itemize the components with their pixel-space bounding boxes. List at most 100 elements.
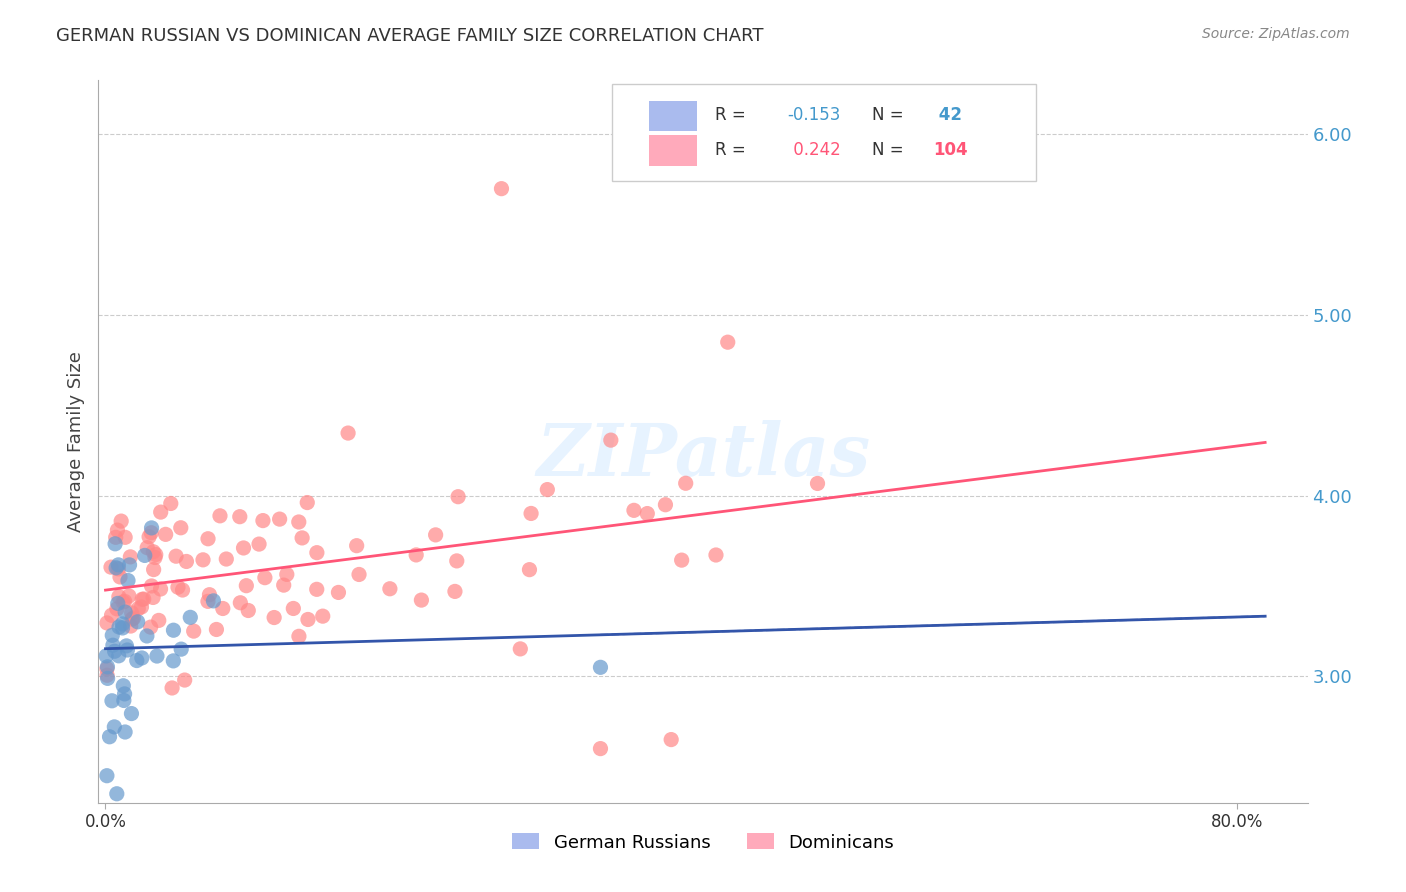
Y-axis label: Average Family Size: Average Family Size bbox=[66, 351, 84, 532]
Point bbox=[98, 730, 121, 744]
Point bbox=[148, 614, 170, 628]
Point bbox=[160, 681, 183, 695]
Point bbox=[170, 521, 193, 535]
Point bbox=[378, 582, 401, 596]
Point bbox=[105, 561, 128, 575]
Point bbox=[121, 606, 143, 620]
Point bbox=[252, 514, 274, 528]
Point bbox=[105, 787, 128, 801]
Point bbox=[191, 553, 214, 567]
Point bbox=[125, 654, 148, 668]
Point bbox=[636, 507, 658, 521]
Point bbox=[96, 662, 118, 676]
Point bbox=[118, 558, 141, 572]
Point bbox=[312, 609, 335, 624]
Point bbox=[297, 612, 319, 626]
Point bbox=[444, 584, 467, 599]
Point bbox=[120, 706, 142, 721]
Point bbox=[114, 530, 136, 544]
Point bbox=[131, 592, 153, 607]
Text: GERMAN RUSSIAN VS DOMINICAN AVERAGE FAMILY SIZE CORRELATION CHART: GERMAN RUSSIAN VS DOMINICAN AVERAGE FAMI… bbox=[56, 27, 763, 45]
Point bbox=[162, 654, 184, 668]
Point bbox=[111, 621, 134, 635]
Point bbox=[509, 641, 531, 656]
Point bbox=[97, 672, 120, 686]
Point bbox=[139, 620, 162, 634]
Point bbox=[117, 574, 139, 588]
Point bbox=[273, 578, 295, 592]
Point bbox=[141, 579, 163, 593]
Point bbox=[405, 548, 427, 562]
Point bbox=[127, 601, 149, 615]
Point bbox=[346, 539, 368, 553]
Point bbox=[114, 605, 136, 619]
Text: 42: 42 bbox=[932, 106, 962, 124]
Point bbox=[205, 623, 228, 637]
Point bbox=[671, 553, 693, 567]
Point bbox=[491, 181, 513, 195]
Point bbox=[519, 563, 541, 577]
Point bbox=[142, 591, 165, 605]
Point bbox=[155, 527, 177, 541]
Point bbox=[238, 603, 260, 617]
Point bbox=[149, 505, 172, 519]
Point bbox=[623, 503, 645, 517]
Point bbox=[337, 425, 360, 440]
Point bbox=[589, 660, 612, 674]
Bar bbox=[648, 136, 697, 166]
Point bbox=[96, 660, 118, 674]
Point bbox=[253, 571, 276, 585]
Point bbox=[305, 582, 328, 597]
Point bbox=[101, 638, 124, 652]
Point bbox=[131, 651, 153, 665]
Point bbox=[143, 550, 166, 565]
Point bbox=[654, 498, 676, 512]
Point bbox=[328, 585, 350, 599]
Point bbox=[167, 580, 190, 594]
Point bbox=[100, 608, 122, 623]
Point bbox=[211, 601, 233, 615]
Point bbox=[263, 610, 285, 624]
Point bbox=[170, 642, 193, 657]
Point bbox=[806, 476, 828, 491]
Point bbox=[717, 335, 740, 350]
Point bbox=[111, 616, 134, 631]
Point bbox=[107, 523, 129, 537]
FancyBboxPatch shape bbox=[613, 84, 1035, 181]
Point bbox=[347, 567, 370, 582]
Point bbox=[112, 693, 135, 707]
Point bbox=[136, 541, 159, 555]
Point bbox=[110, 514, 132, 528]
Point bbox=[120, 619, 142, 633]
Bar bbox=[648, 101, 697, 131]
Point bbox=[96, 668, 118, 682]
Point bbox=[235, 579, 257, 593]
Point bbox=[122, 611, 145, 625]
Point bbox=[107, 648, 129, 663]
Point bbox=[114, 725, 136, 739]
Point bbox=[159, 496, 181, 510]
Point bbox=[172, 582, 194, 597]
Point bbox=[108, 570, 131, 584]
Point bbox=[101, 628, 124, 642]
Point bbox=[202, 594, 225, 608]
Point bbox=[215, 552, 238, 566]
Point bbox=[425, 528, 447, 542]
Point bbox=[142, 563, 165, 577]
Point bbox=[520, 507, 543, 521]
Point bbox=[127, 615, 149, 629]
Point bbox=[104, 644, 127, 658]
Point bbox=[96, 769, 118, 783]
Point bbox=[108, 620, 131, 634]
Point bbox=[589, 741, 612, 756]
Point bbox=[120, 549, 142, 564]
Point bbox=[107, 562, 129, 576]
Point bbox=[118, 589, 141, 603]
Point bbox=[107, 596, 129, 610]
Point bbox=[96, 648, 118, 663]
Text: Source: ZipAtlas.com: Source: ZipAtlas.com bbox=[1202, 27, 1350, 41]
Point bbox=[105, 602, 128, 616]
Text: N =: N = bbox=[872, 141, 910, 160]
Point bbox=[165, 549, 187, 564]
Point bbox=[135, 629, 157, 643]
